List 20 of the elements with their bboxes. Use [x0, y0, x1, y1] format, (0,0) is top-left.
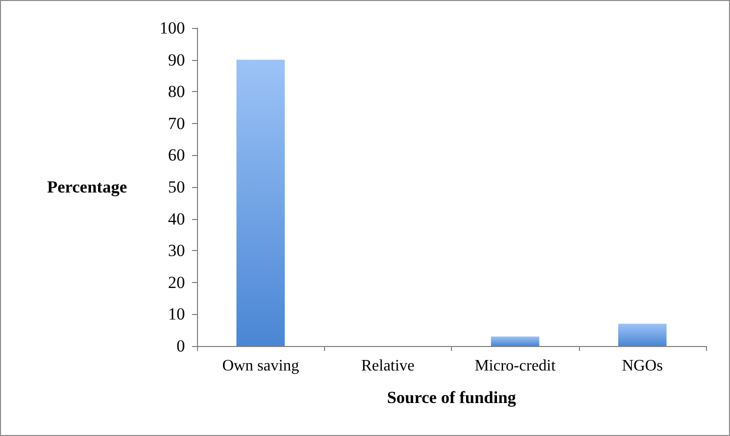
bar — [236, 60, 285, 346]
bar — [490, 336, 540, 346]
y-tick-label: 80 — [168, 82, 185, 102]
y-tick-label: 20 — [168, 272, 185, 292]
y-tick-label: 0 — [176, 336, 185, 356]
y-tick-label: 50 — [168, 178, 185, 196]
y-axis-title: Percentage — [47, 178, 128, 196]
x-tick-label: Relative — [361, 358, 415, 374]
x-tick-label: Own saving — [222, 358, 300, 374]
x-tick-label: NGOs — [622, 358, 663, 374]
x-axis-title: Source of funding — [386, 388, 517, 407]
y-tick-label: 30 — [168, 241, 185, 260]
y-tick-label: 70 — [168, 114, 185, 133]
y-tick-label: 10 — [168, 304, 185, 324]
y-tick-label: 60 — [168, 146, 185, 165]
y-tick-label: 40 — [168, 209, 185, 228]
bar — [618, 324, 667, 346]
y-tick-label: 90 — [168, 50, 185, 70]
y-tick-label: 100 — [160, 18, 185, 38]
x-tick-label: Micro-credit — [474, 358, 556, 374]
